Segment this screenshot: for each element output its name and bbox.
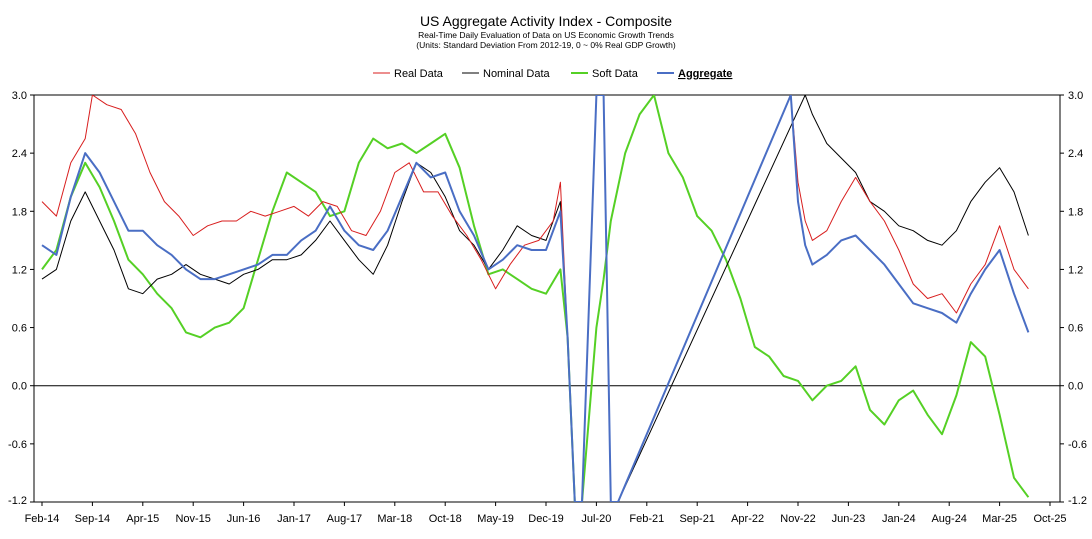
x-axis: Feb-14 Sep-14 Apr-15 Nov-15 Jun-16 Jan-17 Aug-… [25, 502, 1067, 525]
chart-subtitle-line-1: Real-Time Daily Evaluation of Data on US… [418, 30, 674, 40]
plot-area [33, 94, 1061, 503]
y-tick-label-left: 1.2 [12, 264, 27, 276]
x-tick-label: Feb-21 [629, 513, 664, 525]
y-tick-label-right: -0.6 [1068, 439, 1087, 451]
x-tick-label: Apr-22 [731, 513, 764, 525]
legend-label-real: Real Data [394, 68, 444, 80]
y-tick-label-left: 2.4 [12, 148, 27, 160]
y-tick-label-right: 0.6 [1068, 323, 1083, 335]
x-tick-label: Sep-14 [75, 513, 110, 525]
series-line-nominal-data [41, 95, 1029, 502]
x-tick-label: Jun-16 [227, 513, 261, 525]
x-tick-label: Nov-22 [780, 513, 815, 525]
y-tick-label-left: -1.2 [8, 495, 27, 507]
x-tick-label: Aug-24 [931, 513, 966, 525]
series-line-aggregate [41, 95, 1030, 502]
x-tick-label: Sep-21 [679, 513, 714, 525]
x-tick-label: Oct-25 [1033, 513, 1066, 525]
chart-title: US Aggregate Activity Index - Composite [420, 13, 672, 29]
plot-frame [33, 94, 1061, 503]
legend: Real Data Nominal Data Soft Data Aggrega… [373, 68, 732, 80]
x-tick-label: Apr-15 [126, 513, 159, 525]
legend-label-aggregate: Aggregate [678, 68, 732, 80]
x-tick-label: Jan-17 [277, 513, 311, 525]
series-line-real-data [41, 95, 1029, 502]
chart-subtitle-line-2: (Units: Standard Deviation From 2012-19,… [416, 40, 676, 50]
x-tick-label: Mar-25 [982, 513, 1017, 525]
y-tick-label-left: 0.6 [12, 323, 27, 335]
y-tick-label-right: 2.4 [1068, 148, 1083, 160]
y-tick-label-right: -1.2 [1068, 495, 1087, 507]
legend-label-soft: Soft Data [592, 68, 639, 80]
y-tick-label-right: 1.2 [1068, 264, 1083, 276]
x-tick-label: May-19 [477, 513, 514, 525]
x-tick-label: Jun-23 [832, 513, 866, 525]
x-tick-label: Aug-17 [327, 513, 362, 525]
y-tick-label-right: 3.0 [1068, 90, 1083, 102]
x-tick-label: Feb-14 [25, 513, 60, 525]
y-tick-label-left: 3.0 [12, 90, 27, 102]
y-tick-label-left: 0.0 [12, 381, 27, 393]
x-tick-label: Nov-15 [175, 513, 210, 525]
y-axis-left: 3.0 2.4 1.8 1.2 0.6 0.0 -0.6 -1.2 [8, 90, 34, 507]
y-tick-label-right: 0.0 [1068, 381, 1083, 393]
legend-label-nominal: Nominal Data [483, 68, 551, 80]
y-tick-label-right: 1.8 [1068, 206, 1083, 218]
x-tick-label: Oct-18 [429, 513, 462, 525]
x-tick-label: Dec-19 [528, 513, 563, 525]
x-tick-label: Jul-20 [581, 513, 611, 525]
x-tick-label: Mar-18 [377, 513, 412, 525]
y-axis-right: 3.0 2.4 1.8 1.2 0.6 0.0 -0.6 -1.2 [1060, 90, 1087, 507]
x-tick-label: Jan-24 [882, 513, 916, 525]
series-line-soft-data [41, 95, 1030, 502]
y-tick-label-left: 1.8 [12, 206, 27, 218]
y-tick-label-left: -0.6 [8, 439, 27, 451]
